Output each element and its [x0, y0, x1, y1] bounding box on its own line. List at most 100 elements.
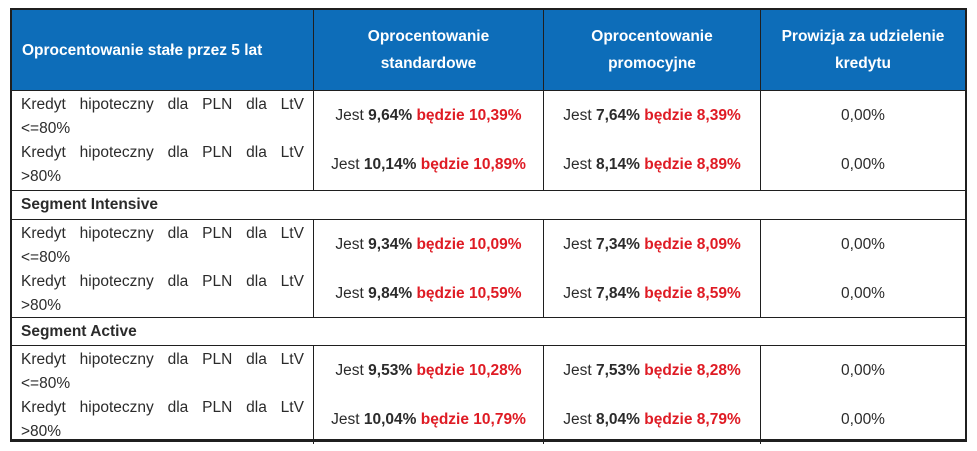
rate-future: będzie 10,59%: [416, 285, 521, 303]
promo-rate-cell: Jest 7,53% będzie 8,28% Jest 8,04% będzi…: [544, 346, 761, 444]
header-commission: Prowizja za udzielenie kredytu: [781, 28, 945, 72]
label-word: hipoteczny: [79, 399, 154, 416]
commission-value: 0,00%: [841, 106, 885, 124]
standard-rate-cell: Jest 9,34% będzie 10,09% Jest 9,84% będz…: [314, 220, 544, 318]
rate-current-value: 9,53%: [368, 361, 413, 379]
standard-rate-value: Jest 9,84% będzie 10,59%: [314, 269, 543, 318]
rate-current-label: Jest: [563, 361, 592, 379]
ltv-constraint: <=80%: [21, 249, 71, 266]
label-word: LtV: [280, 144, 304, 161]
rate-current-label: Jest: [563, 235, 592, 253]
rate-future: będzie 8,89%: [644, 156, 741, 174]
header-fixed-rate: Oprocentowanie stałe przez 5 lat: [12, 10, 314, 90]
rate-future-value: 10,28%: [468, 361, 522, 379]
ltv-constraint: >80%: [21, 423, 62, 440]
rate-future-label: będzie: [644, 235, 693, 253]
rate-current-value: 9,64%: [368, 106, 413, 124]
standard-rate-cell: Jest 9,64% będzie 10,39% Jest 10,14% będ…: [314, 91, 544, 190]
rate-future-value: 10,79%: [473, 410, 526, 428]
label-word: dla: [246, 273, 267, 290]
rate-future-label: będzie: [644, 156, 693, 174]
label-word: PLN: [202, 225, 233, 242]
standard-rate-value: Jest 9,64% będzie 10,39%: [314, 91, 543, 141]
label-word: Kredyt: [21, 96, 66, 113]
ltv-constraint: <=80%: [21, 375, 71, 392]
rate-future: będzie 10,89%: [421, 156, 526, 174]
label-word: LtV: [280, 273, 304, 290]
product-name: Kredyt hipoteczny dla PLN dla LtV: [21, 348, 304, 372]
rate-future-label: będzie: [416, 284, 465, 302]
rate-current-value: 8,14%: [595, 156, 640, 174]
label-word: dla: [167, 273, 189, 290]
ltv-constraint: >80%: [21, 297, 62, 314]
rate-current-label: Jest: [335, 106, 364, 124]
rate-current-value: 9,84%: [368, 284, 413, 302]
rate-future-label: będzie: [420, 410, 469, 428]
label-word: Kredyt: [21, 144, 66, 161]
rate-current-label: Jest: [563, 284, 592, 302]
product-label-cell: Kredyt hipoteczny dla PLN dla LtV <=80% Kredy…: [12, 91, 314, 190]
label-word: dla: [167, 351, 189, 368]
label-word: PLN: [202, 96, 233, 113]
rate-current-label: Jest: [563, 156, 592, 174]
promo-rate-value: Jest 7,53% będzie 8,28%: [544, 346, 760, 395]
commission-cell: 0,00% 0,00%: [761, 346, 965, 444]
promo-rate-value: Jest 7,64% będzie 8,39%: [544, 91, 760, 141]
table-row: Kredyt hipoteczny dla PLN dla LtV <=80% Kredy…: [12, 219, 965, 318]
product-label-cell: Kredyt hipoteczny dla PLN dla LtV <=80% Kredy…: [12, 220, 314, 318]
rate-future-label: będzie: [644, 410, 693, 428]
label-word: hipoteczny: [79, 144, 154, 161]
rate-future-value: 8,39%: [696, 106, 741, 124]
product-name: Kredyt hipoteczny dla PLN dla LtV: [21, 396, 304, 420]
rate-current-label: Jest: [335, 361, 364, 379]
rate-current-value: 7,53%: [595, 361, 640, 379]
commission-value: 0,00%: [841, 156, 885, 174]
rate-future-value: 8,79%: [696, 410, 741, 428]
rate-future: będzie 8,39%: [644, 107, 741, 125]
promo-rate-cell: Jest 7,64% będzie 8,39% Jest 8,14% będzi…: [544, 91, 761, 190]
header-promo-rate: Oprocentowanie promocyjne: [544, 10, 761, 90]
commission-value: 0,00%: [841, 361, 885, 379]
table-header-row: Oprocentowanie stałe przez 5 lat Oprocen…: [12, 10, 965, 90]
section-header-intensive: Segment Intensive: [12, 190, 965, 219]
rates-table: Oprocentowanie stałe przez 5 lat Oprocen…: [10, 8, 967, 444]
rate-future-label: będzie: [416, 235, 465, 253]
rate-future: będzie 8,59%: [644, 285, 741, 303]
commission-value: 0,00%: [841, 284, 885, 302]
product-name: Kredyt hipoteczny dla PLN dla LtV: [21, 270, 304, 294]
rate-future: będzie 10,09%: [416, 236, 521, 254]
rate-future-value: 8,89%: [696, 156, 741, 174]
label-word: dla: [246, 351, 267, 368]
promo-rate-cell: Jest 7,34% będzie 8,09% Jest 7,84% będzi…: [544, 220, 761, 318]
standard-rate-value: Jest 10,04% będzie 10,79%: [314, 395, 543, 444]
label-word: LtV: [280, 351, 304, 368]
table-row: Kredyt hipoteczny dla PLN dla LtV <=80% Kredy…: [12, 90, 965, 190]
rate-future: będzie 8,79%: [644, 411, 741, 429]
table-row: Kredyt hipoteczny dla PLN dla LtV <=80% Kredy…: [12, 345, 965, 444]
rate-future-value: 10,89%: [473, 156, 526, 174]
rate-future: będzie 10,79%: [421, 411, 526, 429]
label-word: dla: [246, 96, 267, 113]
label-word: dla: [246, 225, 267, 242]
rate-future-value: 10,09%: [468, 235, 522, 253]
label-word: Kredyt: [21, 399, 66, 416]
rate-future-label: będzie: [420, 156, 469, 174]
rate-current-label: Jest: [331, 156, 360, 174]
rate-future: będzie 10,28%: [416, 362, 521, 380]
rate-future-label: będzie: [416, 106, 465, 124]
promo-rate-value: Jest 8,04% będzie 8,79%: [544, 395, 760, 444]
rate-future: będzie 8,28%: [644, 362, 741, 380]
rate-current-value: 10,14%: [363, 156, 417, 174]
rate-current-label: Jest: [331, 410, 360, 428]
header-standard-rate: Oprocentowanie standardowe: [314, 10, 544, 90]
rate-future-label: będzie: [644, 361, 693, 379]
section-header-active: Segment Active: [12, 317, 965, 345]
label-word: dla: [167, 399, 189, 416]
commission-value: 0,00%: [841, 410, 885, 428]
rate-future-label: będzie: [416, 361, 465, 379]
rate-future-label: będzie: [644, 284, 693, 302]
rate-current-value: 9,34%: [368, 235, 413, 253]
product-label-cell: Kredyt hipoteczny dla PLN dla LtV <=80% Kredy…: [12, 346, 314, 444]
commission-cell: 0,00% 0,00%: [761, 91, 965, 190]
ltv-constraint: <=80%: [21, 120, 71, 137]
